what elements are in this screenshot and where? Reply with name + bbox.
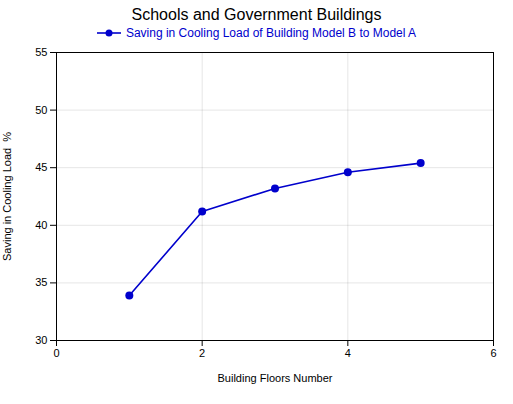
svg-text:4: 4 (345, 347, 351, 359)
svg-text:55: 55 (35, 46, 47, 58)
svg-text:45: 45 (35, 161, 47, 173)
html-text:Saving in Cooling Load of Buil: Saving in Cooling Load of Building Model… (125, 26, 417, 40)
svg-text:2: 2 (199, 347, 205, 359)
html-text:Schools and Government Buildin: Schools and Government Buildings (131, 6, 382, 23)
svg-text:30: 30 (35, 334, 47, 346)
svg-text:6: 6 (490, 347, 496, 359)
svg-text:0: 0 (53, 347, 59, 359)
svg-text:Building Floors Number: Building Floors Number (218, 372, 333, 384)
svg-text:35: 35 (35, 276, 47, 288)
svg-text:40: 40 (35, 219, 47, 231)
svg-text:50: 50 (35, 104, 47, 116)
svg-text:Saving in Cooling Load %: Saving in Cooling Load % (1, 132, 13, 261)
